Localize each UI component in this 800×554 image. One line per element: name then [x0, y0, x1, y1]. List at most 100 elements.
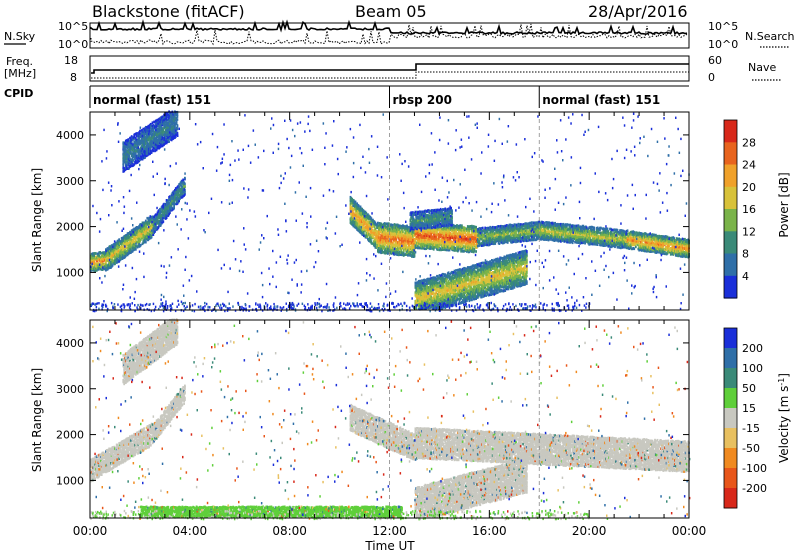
power-cell — [384, 243, 387, 246]
power-cell — [159, 207, 161, 211]
noise-left-tick-top: 10^5 — [58, 20, 88, 33]
power-cell — [139, 158, 141, 162]
power-cell — [180, 182, 183, 185]
nave-trace — [91, 71, 689, 79]
power-cell — [533, 236, 536, 240]
power-cell — [173, 119, 175, 122]
power-cell — [528, 237, 531, 240]
power-cell — [533, 228, 536, 231]
power-cell — [520, 223, 522, 226]
power-cell — [169, 209, 171, 213]
power-cell — [134, 246, 136, 250]
power-cell — [491, 233, 494, 236]
power-cell — [423, 236, 426, 239]
power-cell — [514, 228, 517, 231]
power-cell — [473, 242, 476, 246]
power-cell — [132, 143, 135, 146]
power-cell — [130, 140, 133, 143]
power-cell — [456, 224, 458, 227]
power-cell — [516, 227, 519, 231]
power-cell — [154, 230, 156, 233]
power-cell — [390, 252, 393, 255]
power-cell — [159, 129, 161, 133]
power-cell — [139, 156, 141, 160]
power-cell — [403, 239, 406, 242]
power-cell — [593, 230, 596, 234]
power-cell — [146, 141, 149, 145]
power-cell — [616, 233, 619, 237]
power-cell — [132, 241, 135, 244]
power-cell — [137, 237, 140, 241]
power-cell — [481, 235, 484, 239]
power-cell — [489, 241, 492, 244]
power-cell — [159, 126, 161, 130]
power-cell — [491, 237, 494, 241]
power-cell — [387, 231, 390, 234]
power-cell — [402, 251, 405, 254]
power-cell — [352, 217, 354, 221]
power-cell — [149, 136, 151, 139]
power-cell — [446, 235, 449, 239]
power-cell — [652, 241, 655, 245]
power-cell — [140, 145, 143, 148]
power-cell — [399, 242, 402, 245]
power-cell — [454, 247, 457, 250]
power-cell — [176, 131, 179, 135]
power-cell — [449, 238, 452, 241]
power-cell — [176, 115, 179, 118]
power-cell — [494, 232, 497, 235]
power-cell — [382, 240, 385, 244]
station-title: Blackstone (fitACF) — [92, 2, 245, 21]
power-cell — [132, 164, 135, 167]
power-cell — [114, 246, 116, 249]
power-cell — [462, 233, 465, 236]
power-cell — [494, 226, 497, 229]
power-cell — [369, 220, 372, 224]
power-cell — [590, 238, 592, 242]
power-cell — [385, 233, 388, 236]
power-cell — [144, 228, 146, 231]
power-cell — [138, 137, 141, 140]
power-cell — [437, 228, 440, 232]
power-cell — [173, 202, 175, 205]
power-cell — [387, 233, 390, 236]
power-cell — [109, 257, 111, 261]
power-cell — [502, 231, 505, 234]
power-cell — [382, 242, 384, 246]
power-cell — [520, 237, 523, 240]
power-cell — [501, 225, 504, 228]
power-cell — [134, 228, 137, 232]
power-cell — [132, 228, 135, 231]
power-cell — [154, 228, 156, 231]
power-cell — [112, 254, 115, 257]
power-cell — [493, 236, 496, 240]
power-cell — [146, 221, 149, 224]
power-cell — [421, 230, 424, 233]
power-cell — [491, 235, 493, 238]
power-cell — [368, 236, 371, 239]
power-cell — [178, 199, 180, 203]
power-cell — [412, 240, 414, 243]
power-cell — [623, 230, 626, 233]
power-cell — [107, 249, 110, 252]
noise-sky-label: N.Sky — [4, 30, 36, 43]
power-cell — [486, 241, 489, 245]
power-cell — [129, 163, 132, 167]
power-cell — [425, 247, 428, 250]
power-cell — [129, 231, 132, 234]
power-cell — [457, 233, 460, 236]
power-cell — [144, 219, 147, 223]
power-cell — [452, 234, 455, 238]
power-cell — [398, 240, 401, 243]
power-cell — [91, 254, 94, 258]
power-cell — [456, 226, 458, 229]
noise-panel: N.Sky 10^5 10^0 10^5 10^0 N.Search — [4, 19, 795, 51]
power-cell — [134, 240, 137, 243]
power-cell — [419, 232, 422, 236]
power-cell — [562, 222, 565, 226]
power-cell — [152, 149, 155, 153]
power-cell — [105, 262, 107, 266]
power-cell — [481, 243, 484, 247]
power-cell — [118, 240, 121, 243]
power-cell — [519, 235, 522, 238]
